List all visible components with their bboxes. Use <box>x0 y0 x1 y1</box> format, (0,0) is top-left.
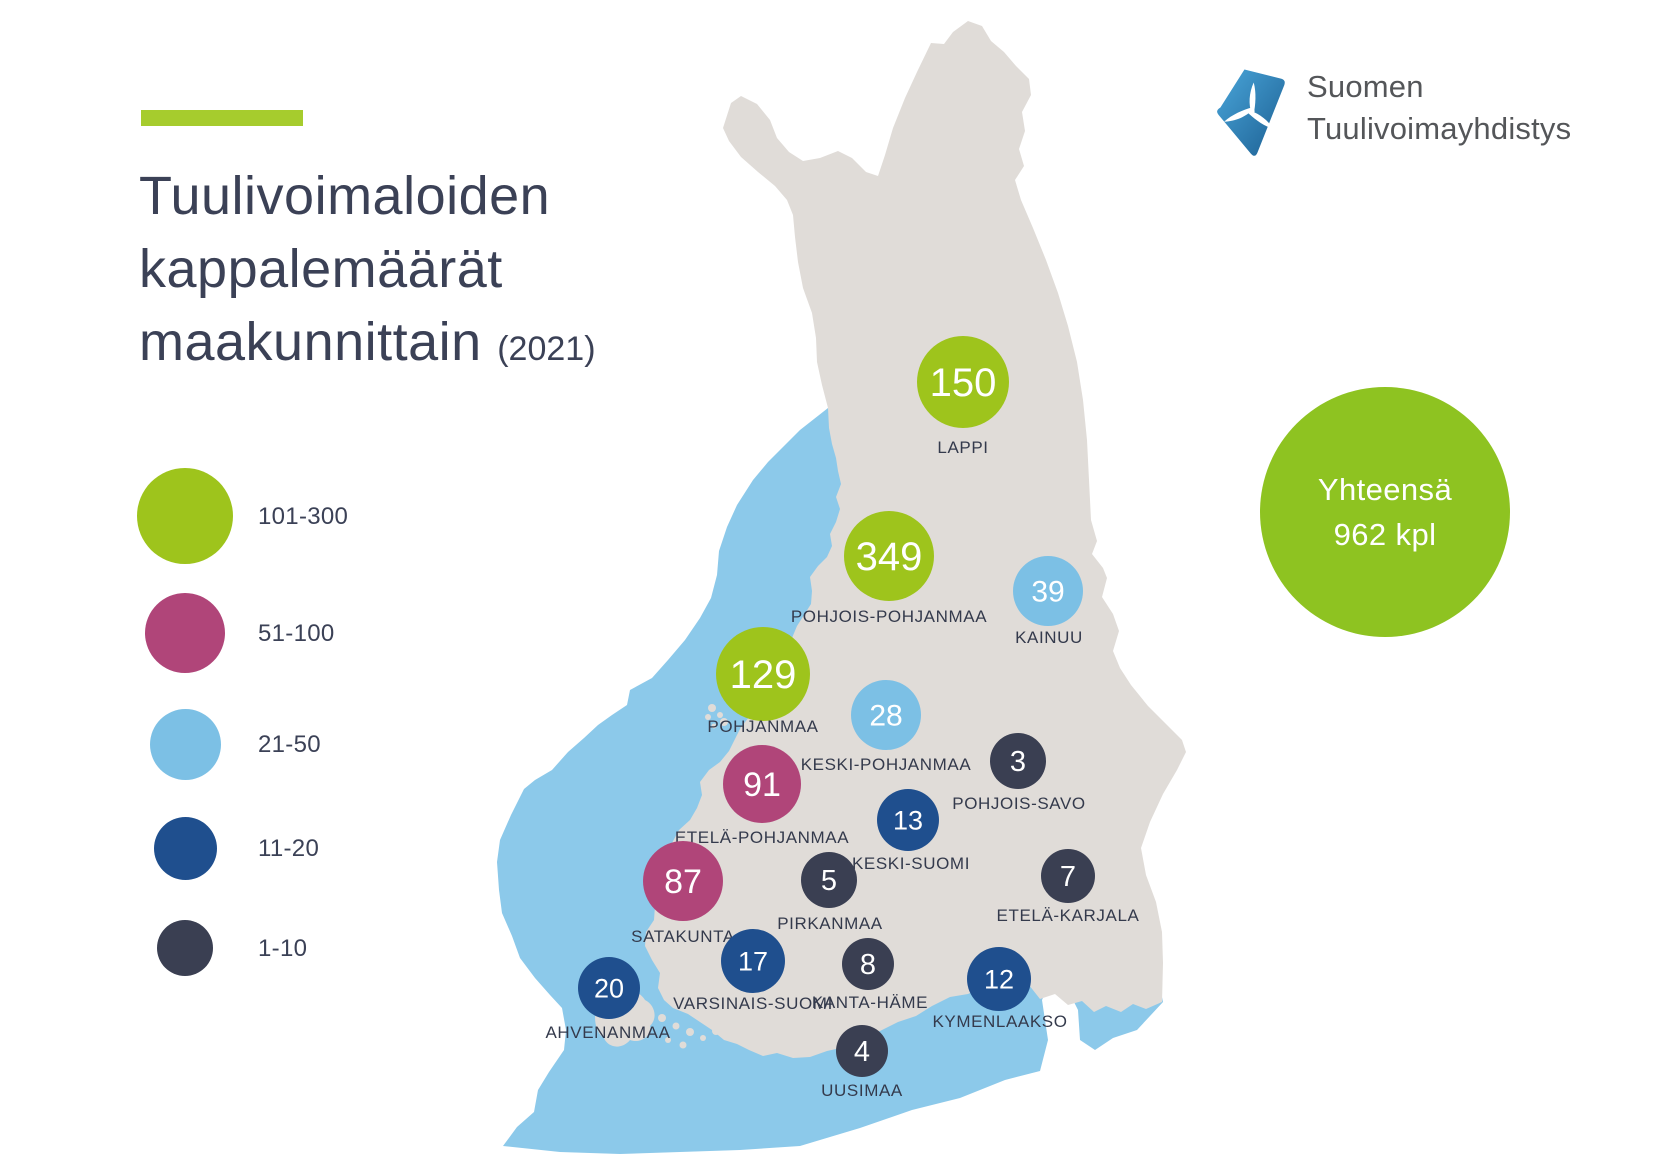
title-accent-bar <box>141 110 303 126</box>
region-label: KANTA-HÄME <box>812 993 928 1012</box>
region-value: 91 <box>743 766 781 804</box>
title-line-3-text: maakunnittain <box>139 312 482 372</box>
title-line-3: maakunnittain (2021) <box>139 306 596 386</box>
region-value: 5 <box>821 865 837 897</box>
region-bubble <box>836 1025 888 1077</box>
region-bubble <box>917 336 1009 428</box>
region-label: PIRKANMAA <box>777 914 883 933</box>
region-bubble <box>877 789 939 851</box>
region-value: 13 <box>893 805 923 835</box>
region-label: KYMENLAAKSO <box>932 1012 1067 1031</box>
region-bubble <box>967 947 1031 1011</box>
title-line-1: Tuulivoimaloiden <box>139 166 551 226</box>
title-line-2: kappalemäärät <box>139 239 503 299</box>
region-bubble <box>1041 849 1095 903</box>
region-value: 129 <box>730 653 797 697</box>
archipelago-islands <box>644 704 733 1049</box>
region-label: KAINUU <box>1015 628 1083 647</box>
region-label: UUSIMAA <box>821 1081 903 1100</box>
region-label: KESKI-SUOMI <box>852 854 970 873</box>
region-label: AHVENANMAA <box>545 1023 670 1042</box>
logo-text: Suomen Tuulivoimayhdistys <box>1307 66 1571 150</box>
total-label: Yhteensä <box>1317 472 1453 507</box>
region-value: 7 <box>1060 861 1076 893</box>
logo-text-line-1: Suomen <box>1307 69 1424 104</box>
region-bubble <box>721 929 785 993</box>
region-label: POHJOIS-SAVO <box>952 794 1085 813</box>
region-bubble <box>643 841 723 921</box>
region-value: 349 <box>856 535 923 579</box>
total-value: 962 kpl <box>1333 517 1437 552</box>
logo: Suomen Tuulivoimayhdistys <box>1213 64 1571 164</box>
region-value: 4 <box>854 1036 870 1068</box>
region-value: 8 <box>860 949 876 981</box>
region-value: 39 <box>1031 576 1064 609</box>
region-value: 87 <box>664 863 702 901</box>
region-bubbles: 150 LAPPI 349 POHJOIS-POHJANMAA 39 KAINUU 129 P… <box>545 336 1139 1100</box>
region-value: 17 <box>738 946 768 976</box>
region-label: SATAKUNTA <box>631 927 735 946</box>
region-bubble <box>1013 556 1083 626</box>
region-bubble <box>844 511 934 601</box>
region-label: POHJOIS-POHJANMAA <box>791 607 987 626</box>
wind-turbine-kite-icon <box>1217 69 1285 156</box>
region-bubble <box>990 733 1046 789</box>
region-value: 28 <box>869 700 902 733</box>
region-label: POHJANMAA <box>707 717 818 736</box>
region-value: 20 <box>594 973 624 1003</box>
region-label: LAPPI <box>937 438 988 457</box>
page-title: Tuulivoimaloiden kappalemäärät maakunnit… <box>139 160 596 386</box>
total-circle: Yhteensä 962 kpl <box>1260 387 1510 637</box>
region-bubble <box>723 745 801 823</box>
region-value: 150 <box>930 361 997 405</box>
region-label: ETELÄ-POHJANMAA <box>675 828 849 847</box>
region-label: VARSINAIS-SUOMI <box>673 994 833 1013</box>
region-value: 3 <box>1010 746 1026 778</box>
region-bubble <box>716 627 810 721</box>
region-bubble <box>801 852 857 908</box>
region-bubble <box>842 938 894 990</box>
region-value: 12 <box>984 964 1014 994</box>
region-label: KESKI-POHJANMAA <box>801 755 972 774</box>
title-year-text: (2021) <box>497 330 596 368</box>
region-label: ETELÄ-KARJALA <box>997 906 1140 925</box>
region-bubble <box>851 680 921 750</box>
region-bubble <box>578 957 640 1019</box>
logo-text-line-2: Tuulivoimayhdistys <box>1307 111 1572 146</box>
title-year: (2021) <box>497 330 595 368</box>
